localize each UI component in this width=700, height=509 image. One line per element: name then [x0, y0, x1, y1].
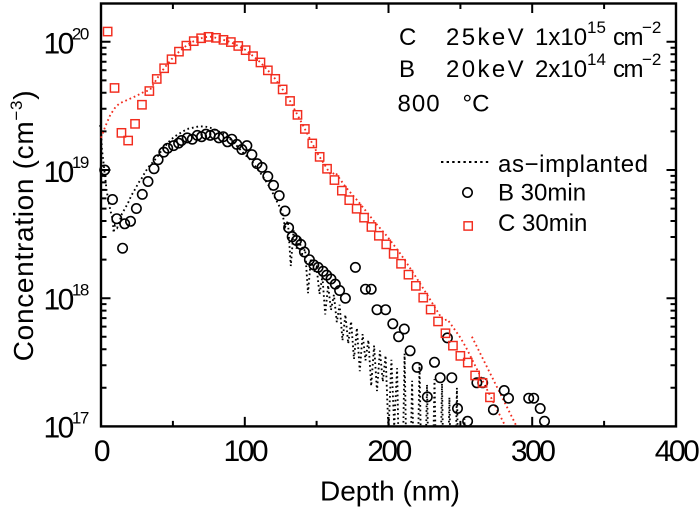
svg-text:200: 200 [367, 435, 411, 468]
svg-text:300: 300 [511, 435, 555, 468]
svg-text:C 30min: C 30min [498, 210, 587, 237]
svg-text:B 30min: B 30min [498, 180, 586, 207]
svg-text:as−implanted: as−implanted [498, 151, 649, 178]
svg-text:Concentration (cm−3): Concentration (cm−3) [7, 90, 39, 362]
svg-text:100: 100 [224, 435, 268, 468]
svg-text:1019: 1019 [44, 153, 89, 189]
svg-text:800°C: 800 °C [398, 91, 490, 118]
svg-text:1020: 1020 [44, 25, 89, 61]
svg-text:Depth (nm): Depth (nm) [320, 476, 460, 507]
svg-text:400: 400 [655, 435, 699, 468]
svg-text:0: 0 [94, 435, 110, 468]
